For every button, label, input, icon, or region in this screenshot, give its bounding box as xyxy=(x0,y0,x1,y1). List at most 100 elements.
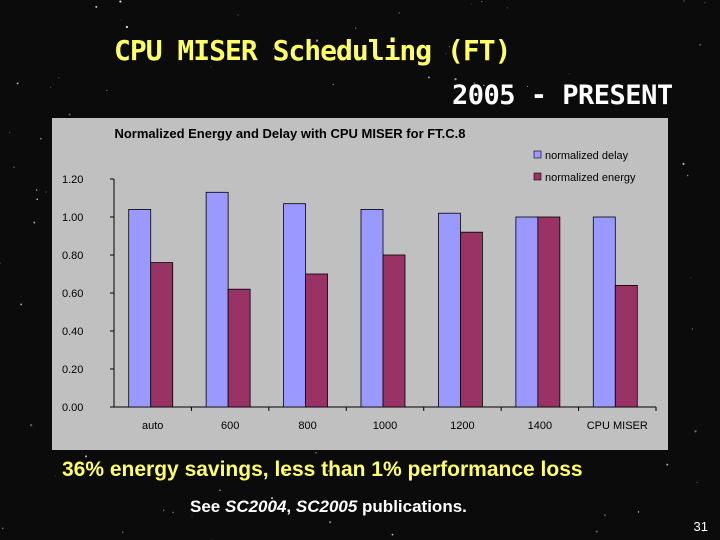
star xyxy=(702,530,705,532)
star xyxy=(445,53,447,55)
star xyxy=(682,162,685,166)
star xyxy=(9,132,11,133)
star xyxy=(454,77,457,81)
legend-swatch-delay xyxy=(533,150,542,159)
star xyxy=(219,489,221,492)
x-tick-label: 800 xyxy=(298,420,316,432)
star xyxy=(637,511,640,513)
legend-swatch-energy xyxy=(533,172,542,181)
star xyxy=(45,191,47,193)
star xyxy=(36,189,38,191)
bar-delay xyxy=(515,216,539,408)
bar-delay xyxy=(205,191,229,408)
y-tick-label: 0.00 xyxy=(62,402,83,414)
star xyxy=(690,277,692,279)
star xyxy=(470,3,472,5)
star xyxy=(272,47,275,50)
star xyxy=(33,221,36,224)
page-number: 31 xyxy=(693,519,708,534)
bar-energy xyxy=(460,231,483,408)
star xyxy=(84,455,88,458)
star xyxy=(68,113,71,116)
publications-note: See SC2004, SC2005 publications. xyxy=(190,497,467,517)
star xyxy=(328,521,332,524)
star xyxy=(243,55,246,58)
star xyxy=(472,471,474,473)
star xyxy=(696,481,698,484)
publications-separator: , xyxy=(286,497,296,516)
legend-label-delay: normalized delay xyxy=(545,150,629,162)
star xyxy=(527,85,529,88)
headline-text: 36% energy savings, less than 1% perform… xyxy=(62,458,583,481)
legend-label-energy: normalized energy xyxy=(545,172,636,184)
star xyxy=(13,166,15,169)
star xyxy=(323,465,325,468)
y-tick-label: 1.20 xyxy=(62,174,83,186)
star xyxy=(683,0,685,2)
chart-title: Normalized Energy and Delay with CPU MIS… xyxy=(114,126,465,141)
star xyxy=(36,198,38,201)
star xyxy=(171,476,173,479)
star xyxy=(481,1,483,3)
chart-panel: Normalized Energy and Delay with CPU MIS… xyxy=(52,118,668,450)
y-tick-label: 0.40 xyxy=(62,326,83,338)
star xyxy=(271,497,273,500)
star xyxy=(355,27,357,29)
y-tick-label: 1.00 xyxy=(62,212,83,224)
star xyxy=(506,7,508,9)
star xyxy=(237,14,239,16)
star xyxy=(694,430,697,433)
star xyxy=(448,45,451,48)
star xyxy=(686,174,689,177)
star xyxy=(284,471,287,474)
x-tick-label: CPU MISER xyxy=(587,420,648,432)
star xyxy=(1,527,4,530)
star xyxy=(121,531,124,533)
star xyxy=(40,137,42,140)
star xyxy=(597,95,599,97)
publications-prefix: See xyxy=(190,497,225,516)
star xyxy=(391,533,394,536)
publication-ref-sc2005: SC2005 xyxy=(295,497,358,516)
publication-ref-sc2004: SC2004 xyxy=(224,497,287,516)
star xyxy=(472,40,475,43)
star xyxy=(119,0,122,3)
star xyxy=(691,328,694,330)
star xyxy=(315,452,317,454)
star xyxy=(58,77,60,79)
star xyxy=(172,511,174,513)
star xyxy=(704,2,706,4)
star xyxy=(482,84,485,87)
bar-delay xyxy=(360,209,384,408)
star xyxy=(211,538,213,540)
bar-delay xyxy=(283,203,306,408)
star xyxy=(0,262,1,264)
x-tick-label: 600 xyxy=(221,420,239,432)
star xyxy=(95,5,98,8)
star xyxy=(595,530,598,533)
x-tick-label: 1200 xyxy=(450,420,474,432)
star xyxy=(604,514,606,516)
star xyxy=(20,303,23,306)
star xyxy=(120,19,122,21)
bar-energy xyxy=(150,262,174,408)
bar-energy xyxy=(305,273,328,408)
star xyxy=(16,82,19,85)
star xyxy=(568,73,570,75)
star xyxy=(191,516,193,517)
star xyxy=(163,509,165,511)
star xyxy=(332,83,334,86)
star xyxy=(398,12,400,14)
bar-delay xyxy=(128,209,152,408)
y-tick-label: 0.60 xyxy=(62,288,83,300)
star xyxy=(327,470,330,472)
y-tick-label: 0.20 xyxy=(62,364,83,376)
bar-chart: Normalized Energy and Delay with CPU MIS… xyxy=(62,126,657,432)
star xyxy=(427,76,430,79)
star xyxy=(699,43,702,46)
star xyxy=(210,66,212,68)
x-tick-label: auto xyxy=(142,420,163,432)
bar-energy xyxy=(614,284,638,408)
star xyxy=(512,470,515,472)
star xyxy=(106,89,108,92)
